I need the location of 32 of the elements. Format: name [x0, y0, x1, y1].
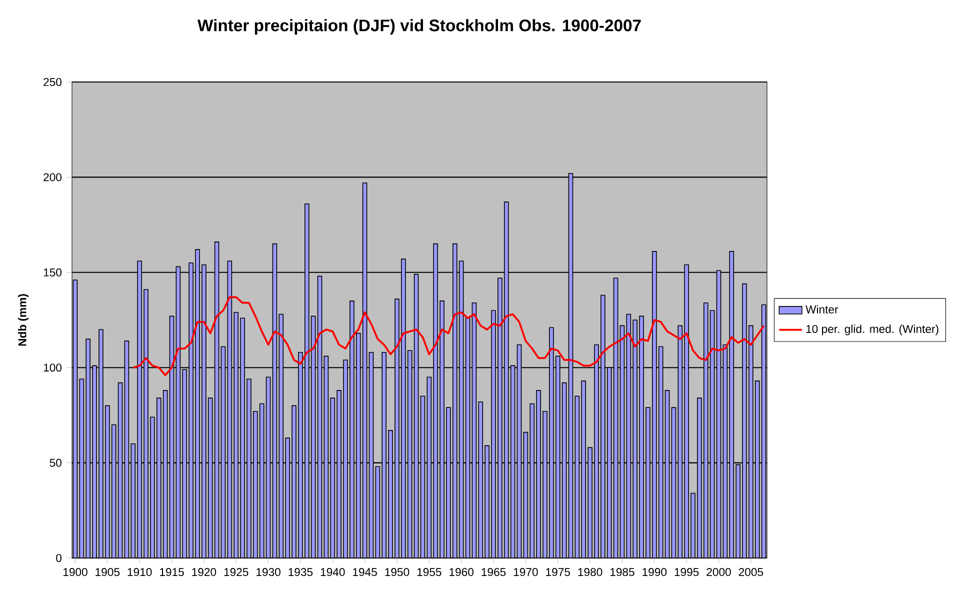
x-tick-label: 1995 — [674, 568, 699, 576]
x-tick-label: 1960 — [450, 568, 474, 576]
y-tick-label: 100 — [44, 364, 62, 372]
x-tick-label: 1920 — [192, 568, 216, 576]
y-tick-label: 50 — [50, 458, 62, 467]
x-tick-label: 1925 — [224, 568, 248, 576]
y-tick-label: 0 — [56, 554, 62, 562]
x-tick-label: 1905 — [96, 568, 120, 576]
x-tick-label: 1975 — [546, 568, 570, 576]
x-tick-label: 1930 — [256, 568, 280, 576]
x-tick-label: 2000 — [706, 568, 731, 576]
y-tick-label: 250 — [44, 78, 62, 86]
x-tick-label: 1985 — [610, 568, 634, 576]
x-tick-label: 2005 — [738, 568, 764, 576]
x-tick-label: 1990 — [642, 568, 667, 576]
x-tick-label: 1915 — [160, 568, 184, 576]
y-axis-title: Ndb (mm) — [18, 294, 29, 346]
legend-label: 10 per. glid. med. (Winter) — [806, 324, 938, 336]
x-tick-label: 1970 — [514, 568, 538, 576]
x-tick-label: 1950 — [385, 568, 410, 576]
x-tick-label: 1945 — [353, 568, 377, 576]
chart-title: Winter precipitaion (DJF) vid Stockholm Obs. 1900-2007 — [197, 19, 641, 35]
x-tick-label: 1965 — [482, 568, 506, 576]
x-tick-label: 1980 — [578, 568, 602, 576]
y-tick-label: 150 — [44, 268, 62, 276]
y-tick-label: 200 — [44, 173, 62, 182]
x-tick-label: 1910 — [128, 568, 152, 576]
legend-label: Winter — [806, 305, 838, 314]
x-tick-label: 1900 — [63, 568, 88, 576]
x-tick-label: 1955 — [417, 568, 442, 576]
x-tick-label: 1935 — [288, 568, 313, 576]
x-tick-label: 1940 — [320, 568, 345, 576]
